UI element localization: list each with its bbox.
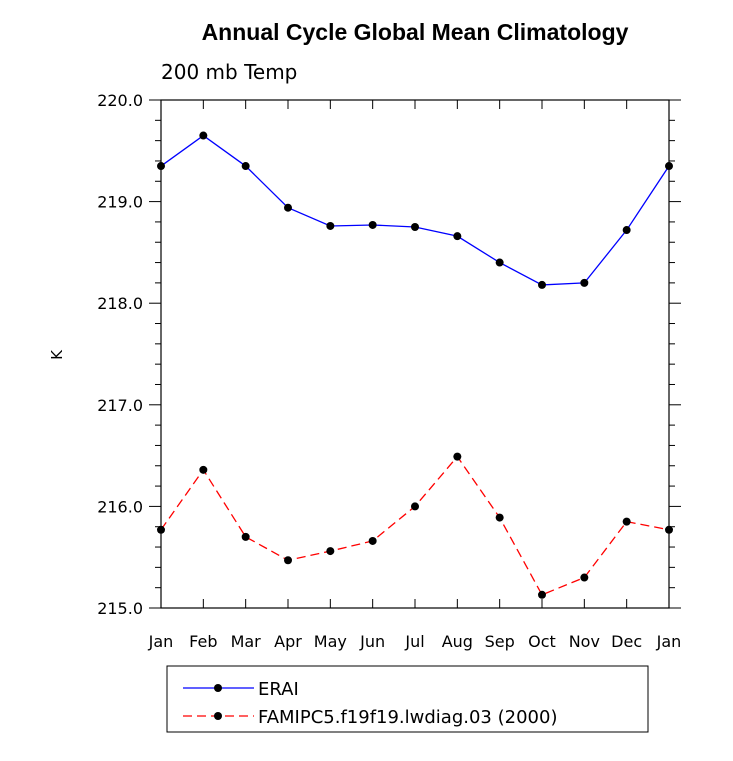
legend-label: ERAI [258,679,299,700]
data-point [453,452,462,461]
data-point [495,513,504,522]
y-tick-label: 219.0 [97,193,143,212]
data-point [326,221,335,230]
data-point [199,465,208,474]
data-point [284,203,292,212]
x-tick-label: May [314,632,347,651]
data-point [538,280,546,289]
y-axis-label: K [48,349,66,360]
series-line [160,455,670,596]
x-tick-label: Jun [359,632,385,651]
x-tick-label: Oct [528,632,556,651]
data-point [157,162,165,171]
data-point [284,556,292,565]
y-tick-labels: 215.0 216.0 217.0 218.0 219.0 220.0 [97,91,143,618]
data-point [622,226,631,235]
data-point [326,547,335,556]
y-tick-label: 220.0 [97,91,143,110]
x-tick-label: Aug [442,632,473,651]
x-tick-label: Jan [656,632,682,651]
plot-frame [160,99,670,609]
data-point [453,232,462,241]
data-point [368,220,377,229]
data-point [665,525,673,534]
series-line [160,134,670,286]
x-tick-label: Dec [611,632,642,651]
data-point [241,162,250,171]
data-point [368,536,377,545]
data-point [580,278,589,287]
data-point [622,517,631,526]
x-tick-labels: Jan Feb Mar Apr May Jun Jul Aug Sep Oct Nov Dec Jan [148,632,682,651]
data-point [157,525,165,534]
y-tick-label: 217.0 [97,396,143,415]
x-tick-label: Nov [569,632,600,651]
legend-label: FAMIPC5.f19f19.lwdiag.03 (2000) [258,707,557,728]
x-tick-label: Mar [231,632,262,651]
legend-marker [214,684,222,692]
legend-marker [214,712,222,720]
axis-ticks [149,99,681,609]
data-point [411,502,419,511]
chart-title: Annual Cycle Global Mean Climatology [202,19,629,45]
legend: ERAI FAMIPC5.f19f19.lwdiag.03 (2000) [183,679,557,728]
data-point [495,258,504,267]
data-point [241,532,250,541]
series-1 [157,452,673,599]
x-tick-label: Jul [404,632,424,651]
y-tick-label: 216.0 [97,497,143,516]
x-tick-label: Sep [485,632,515,651]
data-point [580,573,589,582]
x-tick-label: Apr [274,632,302,651]
x-tick-label: Feb [189,632,217,651]
data-point [538,590,546,599]
series-0 [157,131,673,289]
y-tick-label: 218.0 [97,294,143,313]
data-point [665,162,673,171]
legend-box [166,665,649,733]
data-point [199,131,208,140]
chart-subtitle: 200 mb Temp [161,60,297,84]
y-tick-label: 215.0 [97,599,143,618]
data-series [157,131,673,599]
data-point [411,223,419,231]
x-tick-label: Jan [148,632,174,651]
